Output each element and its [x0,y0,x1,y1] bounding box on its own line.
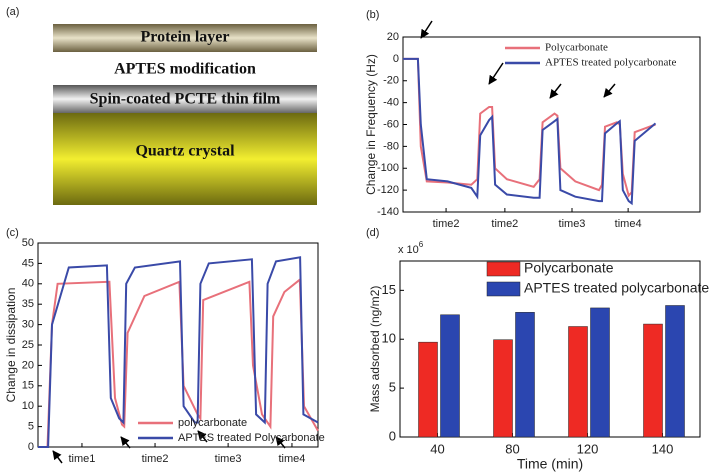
y-scale-base: x 10 [398,244,419,256]
y-tick-label: 0 [393,53,399,65]
y-axis-label: Change in Frequency (Hz) [364,54,378,195]
bar [493,339,513,438]
arrow [549,83,562,99]
y-scale: x 106 [398,240,424,256]
y-tick-label: 20 [22,359,34,371]
y-tick-label: 40 [22,278,34,290]
protein-layer [53,24,317,52]
arrow [603,83,616,98]
legend-label: APTES treated polycarbonate [545,57,676,69]
layer-label: Protein layer [140,29,229,46]
arrow [197,430,208,443]
series-line [403,57,657,206]
arrow [120,436,131,449]
bar [418,341,438,438]
bar [643,323,663,438]
bar [590,307,610,438]
legend-swatch [486,261,521,277]
pcte-layer [53,85,317,113]
y-tick-label: 0 [389,428,396,443]
panel-label: (b) [366,9,379,21]
quartz-layer [53,113,317,205]
x-tick-label: time2 [433,218,460,230]
y-tick-label: 50 [22,237,34,249]
arrow [488,62,504,85]
y-tick-label: -60 [383,118,399,130]
series-line [38,277,319,448]
arrow [275,436,286,449]
series-line [38,256,319,448]
x-tick-label: 140 [652,441,674,456]
legend-label: APTES treated polycarbonate [524,280,709,296]
y-tick-label: 20 [387,31,399,43]
panel-label: (a) [6,6,19,18]
legend-label: APTES treated Polycarbonate [178,432,325,444]
y-tick-label: 10 [382,331,396,346]
y-tick-label: 35 [22,298,34,310]
series-line [403,57,656,198]
bar [568,326,588,438]
legend-label: Polycarbonate [524,260,614,276]
y-tick-label: 0 [28,441,34,453]
y-tick-label: 15 [22,380,34,392]
x-tick-label: time4 [279,453,306,465]
x-tick-label: time4 [615,218,642,230]
arrow [420,20,433,39]
legend-swatch [486,281,521,297]
layer-label: APTES modification [114,61,256,78]
x-tick-label: 120 [577,441,599,456]
panel-label: (c) [6,227,19,239]
y-tick-label: -80 [383,140,399,152]
y-tick-label: 10 [22,400,34,412]
y-scale-exponent: 6 [419,240,424,249]
x-tick-label: time2 [142,453,169,465]
y-tick-label: 30 [22,319,34,331]
layer-label: Spin-coated PCTE thin film [90,91,281,108]
x-axis-label: Time (min) [517,456,583,472]
y-tick-label: 25 [22,339,34,351]
legend-label: polycarbonate [178,417,247,429]
y-tick-label: 5 [389,380,396,395]
x-tick-label: time2 [491,218,518,230]
x-tick-label: 40 [430,441,444,456]
y-tick-label: -100 [377,162,399,174]
legend-label: Polycarbonate [545,42,608,54]
y-tick-label: 15 [382,282,396,297]
y-tick-label: 5 [28,421,34,433]
x-tick-label: time3 [215,453,242,465]
bar [440,314,460,438]
y-tick-label: -40 [383,97,399,109]
y-tick-label: -20 [383,75,399,87]
y-axis-label: Change in dissipation [4,288,18,403]
arrows [52,20,616,464]
plot-frame [399,260,701,438]
bar [515,312,535,438]
y-tick-label: -120 [377,184,399,196]
y-tick-label: -140 [377,206,399,218]
layer-label: Quartz crystal [135,143,235,160]
x-tick-label: time3 [559,218,586,230]
arrow [52,450,63,464]
x-tick-label: 80 [505,441,519,456]
y-axis-label: Mass adsorbed (ng/m2) [368,286,382,413]
y-tick-label: 45 [22,257,34,269]
bar [665,305,685,438]
panel-label: (d) [366,227,379,239]
x-tick-label: time1 [69,453,96,465]
diagram-a: (a) Protein layer APTES modification Spi… [6,6,317,205]
